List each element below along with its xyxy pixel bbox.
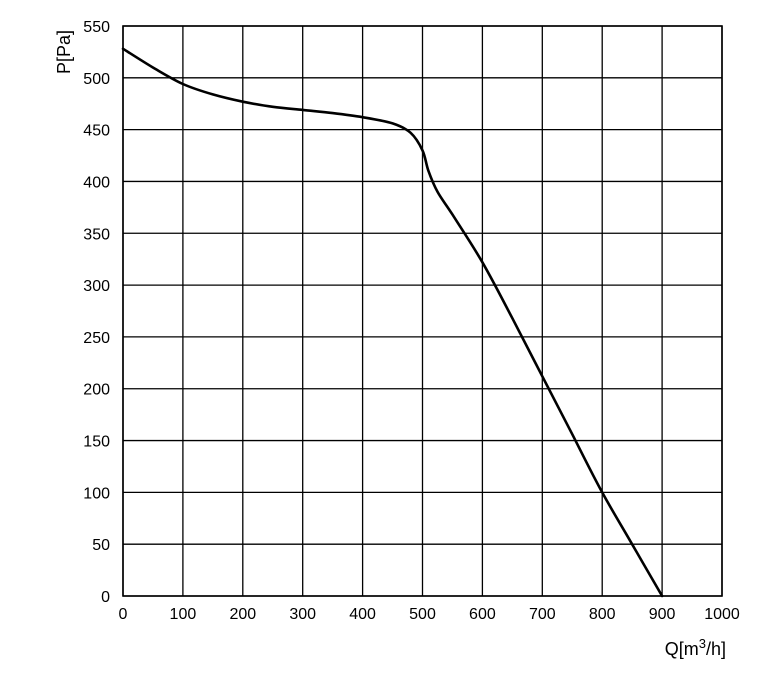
- y-tick-label: 350: [83, 226, 110, 243]
- grid: [122, 25, 723, 597]
- x-axis-label: Q[m3/h]: [665, 636, 726, 659]
- plot-frame: [122, 25, 723, 597]
- x-tick-label: 1000: [704, 606, 740, 623]
- x-tick-label: 600: [469, 606, 496, 623]
- x-tick-label: 900: [649, 606, 676, 623]
- x-tick-label: 800: [589, 606, 616, 623]
- x-tick-label: 100: [170, 606, 197, 623]
- y-axis-label: P[Pa]: [54, 30, 74, 74]
- y-tick-label: 400: [83, 174, 110, 191]
- x-tick-label: 300: [289, 606, 316, 623]
- x-axis-label-superscript: 3: [699, 636, 706, 651]
- x-axis-label-tail: /h]: [706, 639, 726, 659]
- x-tick-label: 200: [229, 606, 256, 623]
- y-tick-label: 200: [83, 382, 110, 399]
- x-tick-label: 0: [119, 606, 128, 623]
- x-tick-label: 500: [409, 606, 436, 623]
- y-tick-label: 150: [83, 434, 110, 451]
- x-axis-label-base: Q[m: [665, 639, 699, 659]
- tick-labels: 0 100 200 300 400 500 600 700 800 900 1000 0 50 100 15…: [83, 19, 740, 623]
- x-tick-label: 400: [349, 606, 376, 623]
- y-tick-label: 0: [101, 589, 110, 606]
- y-tick-label: 550: [83, 19, 110, 36]
- y-tick-label: 100: [83, 485, 110, 502]
- y-tick-label: 450: [83, 123, 110, 140]
- y-tick-label: 300: [83, 278, 110, 295]
- y-tick-label: 50: [92, 537, 110, 554]
- y-tick-label: 250: [83, 330, 110, 347]
- x-tick-label: 700: [529, 606, 556, 623]
- pressure-curve: [121, 47, 664, 598]
- y-tick-label: 500: [83, 71, 110, 88]
